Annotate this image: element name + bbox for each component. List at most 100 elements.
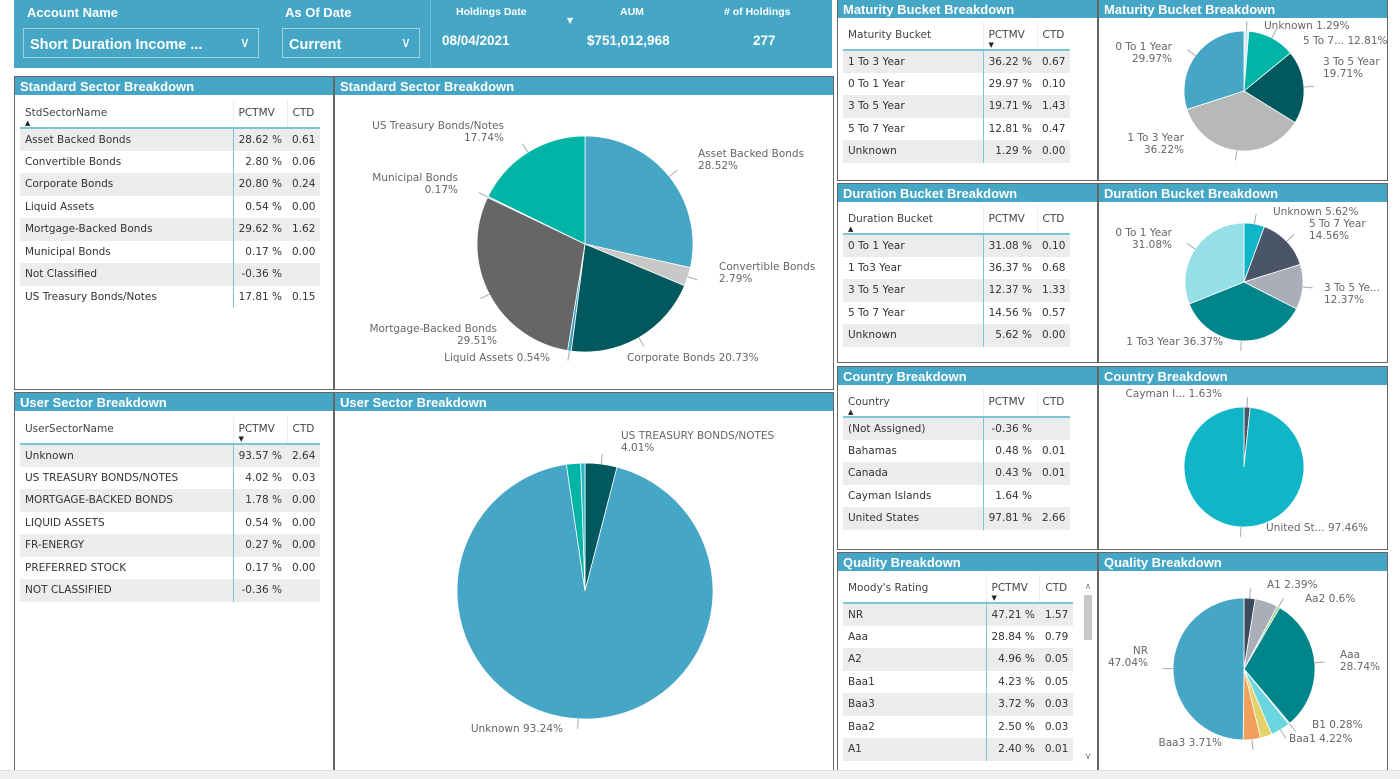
leader-line bbox=[1302, 286, 1313, 289]
column-header[interactable]: CTD bbox=[1036, 389, 1071, 418]
table-row[interactable]: Canada 0.43 % 0.01 bbox=[843, 462, 1071, 485]
table-row[interactable]: Cayman Islands 1.64 % bbox=[843, 484, 1070, 507]
table-row[interactable]: (Not Assigned) -0.36 % bbox=[843, 417, 1071, 440]
scroll-down-icon[interactable]: ∨ bbox=[1084, 752, 1092, 762]
as-of-date-dropdown[interactable]: Current ∨ bbox=[282, 28, 420, 58]
table-row[interactable]: MORTGAGE-BACKED BONDS 1.78 % 0.00 bbox=[20, 489, 321, 512]
leader-line bbox=[1280, 729, 1287, 739]
table-row[interactable]: NOT CLASSIFIED -0.36 % bbox=[20, 579, 321, 602]
column-header[interactable]: PCTMV bbox=[982, 206, 1037, 235]
table-row[interactable]: United States 97.81 % 2.66 bbox=[843, 507, 1071, 530]
table-row[interactable]: US TREASURY BONDS/NOTES 4.02 % 0.03 bbox=[20, 466, 320, 489]
slice-label: 5 To 7 Year 14.56% bbox=[1309, 218, 1366, 242]
table-row[interactable]: Corporate Bonds 20.80 % 0.24 bbox=[20, 173, 321, 196]
ctd-cell: 0.06 bbox=[292, 155, 316, 168]
pie-slice[interactable] bbox=[1172, 597, 1245, 741]
table-row[interactable]: US Treasury Bonds/Notes 17.81 % 0.15 bbox=[20, 285, 320, 308]
column-header[interactable]: Duration Bucket ▲ bbox=[843, 206, 983, 235]
leader-line bbox=[1286, 234, 1295, 242]
column-header[interactable]: UserSectorName bbox=[20, 416, 233, 445]
column-header[interactable]: StdSectorName ▲ bbox=[20, 100, 233, 129]
leader-line bbox=[567, 350, 570, 361]
table-row[interactable]: 1 To3 Year 36.37 % 0.68 bbox=[843, 256, 1070, 279]
table-row[interactable]: Baa1 4.23 % 0.05 bbox=[843, 670, 1073, 693]
table-row[interactable]: Municipal Bonds 0.17 % 0.00 bbox=[20, 240, 320, 263]
column-header[interactable]: CTD bbox=[1039, 575, 1074, 604]
slice-label: Unknown 5.62% bbox=[1273, 206, 1359, 218]
pie-slice[interactable] bbox=[487, 135, 586, 245]
column-header[interactable]: Country ▲ bbox=[843, 389, 983, 418]
table-row[interactable]: Not Classified -0.36 % bbox=[20, 263, 321, 286]
slice-label: Mortgage-Backed Bonds 29.51% bbox=[369, 323, 497, 347]
column-header[interactable]: PCTMV bbox=[232, 100, 287, 129]
table-row[interactable]: 0 To 1 Year 31.08 % 0.10 bbox=[843, 234, 1071, 257]
table-row[interactable]: FR-ENERGY 0.27 % 0.00 bbox=[20, 534, 321, 557]
table-row[interactable]: Unknown 93.57 % 2.64 bbox=[20, 444, 321, 467]
column-header[interactable]: CTD bbox=[1036, 206, 1071, 235]
panel-title: Quality Breakdown bbox=[838, 553, 1097, 571]
quality-table-scrollbar[interactable]: ∧ ∨ bbox=[1083, 582, 1093, 762]
column-header[interactable]: PCTMV bbox=[982, 389, 1037, 418]
column-header[interactable]: Moody's Rating bbox=[843, 575, 986, 604]
table-row[interactable]: A2 4.96 % 0.05 bbox=[843, 648, 1074, 671]
pie-slice[interactable] bbox=[584, 135, 694, 269]
account-name-dropdown[interactable]: Short Duration Income ... ∨ bbox=[23, 28, 259, 58]
row-label: MORTGAGE-BACKED BONDS bbox=[20, 489, 234, 512]
pie-slice[interactable] bbox=[1188, 281, 1298, 342]
table-row[interactable]: Mortgage-Backed Bonds 29.62 % 1.62 bbox=[20, 218, 321, 241]
ctd-cell: 0.10 bbox=[1037, 234, 1071, 257]
scroll-up-icon[interactable]: ∧ bbox=[1084, 582, 1092, 592]
table-row[interactable]: 3 To 5 Year 12.37 % 1.33 bbox=[843, 279, 1071, 302]
table-row[interactable]: Bahamas 0.48 % 0.01 bbox=[843, 439, 1070, 462]
holdings-count-label: # of Holdings bbox=[724, 6, 791, 18]
table-row[interactable]: PREFERRED STOCK 0.17 % 0.00 bbox=[20, 556, 320, 579]
table-row[interactable]: Aaa 28.84 % 0.79 bbox=[843, 625, 1073, 648]
scroll-thumb[interactable] bbox=[1084, 595, 1092, 640]
row-label: Not Classified bbox=[20, 263, 234, 286]
pctmv-cell: 2.50 % bbox=[998, 720, 1035, 733]
column-header[interactable]: PCTMV ▼ bbox=[982, 22, 1037, 51]
table-row[interactable]: Baa3 3.72 % 0.03 bbox=[843, 693, 1074, 716]
row-label: FR-ENERGY bbox=[20, 534, 234, 557]
slice-label: 5 To 7... 12.81% bbox=[1303, 35, 1388, 47]
table-row[interactable]: 1 To 3 Year 36.22 % 0.67 bbox=[843, 50, 1071, 73]
pctmv-cell: 5.62 % bbox=[983, 324, 1037, 347]
column-header[interactable]: CTD bbox=[286, 100, 321, 129]
table-row[interactable]: Unknown 5.62 % 0.00 bbox=[843, 324, 1071, 347]
ctd-cell: 0.00 bbox=[287, 489, 321, 512]
table-row[interactable]: LIQUID ASSETS 0.54 % 0.00 bbox=[20, 511, 320, 534]
pie-slice[interactable] bbox=[456, 463, 714, 720]
ctd-cell: 1.57 bbox=[1039, 603, 1074, 626]
table-row[interactable]: NR 47.21 % 1.57 bbox=[843, 603, 1074, 626]
pie-slice[interactable] bbox=[580, 462, 586, 592]
table-row[interactable]: Liquid Assets 0.54 % 0.00 bbox=[20, 195, 320, 218]
sort-asc-icon: ▲ bbox=[25, 119, 31, 127]
row-label: Baa3 bbox=[843, 693, 987, 716]
pie-slice[interactable] bbox=[570, 243, 686, 353]
pie-slice[interactable] bbox=[1243, 226, 1301, 283]
row-label: Unknown bbox=[20, 444, 234, 467]
sort-desc-icon: ▼ bbox=[991, 594, 997, 602]
table-row[interactable]: 5 To 7 Year 14.56 % 0.57 bbox=[843, 301, 1070, 324]
ctd-cell: 0.05 bbox=[1039, 648, 1074, 671]
row-label: Bahamas bbox=[843, 439, 984, 462]
column-header[interactable]: Maturity Bucket bbox=[843, 22, 983, 51]
column-header[interactable]: PCTMV ▼ bbox=[232, 416, 287, 445]
pie-slice[interactable] bbox=[1183, 406, 1305, 528]
table-row[interactable]: 5 To 7 Year 12.81 % 0.47 bbox=[843, 117, 1070, 140]
slice-label: Aaa 28.74% bbox=[1340, 649, 1381, 673]
column-header[interactable]: PCTMV ▼ bbox=[985, 575, 1040, 604]
column-header[interactable]: CTD bbox=[1036, 22, 1071, 51]
sort-desc-icon[interactable]: ▼ bbox=[567, 16, 574, 25]
table-row[interactable]: Convertible Bonds 2.80 % 0.06 bbox=[20, 150, 320, 173]
pie-slice[interactable] bbox=[1184, 222, 1245, 305]
table-row[interactable]: A1 2.40 % 0.01 bbox=[843, 738, 1074, 761]
slice-label: 3 To 5 Year 19.71% bbox=[1323, 56, 1380, 80]
table-row[interactable]: Asset Backed Bonds 28.62 % 0.61 bbox=[20, 128, 321, 151]
table-row[interactable]: Unknown 1.29 % 0.00 bbox=[843, 140, 1071, 163]
column-header[interactable]: CTD bbox=[286, 416, 321, 445]
table-row[interactable]: 3 To 5 Year 19.71 % 1.43 bbox=[843, 95, 1071, 118]
table-row[interactable]: Baa2 2.50 % 0.03 bbox=[843, 715, 1073, 738]
country-table: Country ▲ PCTMV CTD (Not Assigned) -0.36 % Bah… bbox=[843, 389, 1071, 530]
table-row[interactable]: 0 To 1 Year 29.97 % 0.10 bbox=[843, 72, 1070, 95]
